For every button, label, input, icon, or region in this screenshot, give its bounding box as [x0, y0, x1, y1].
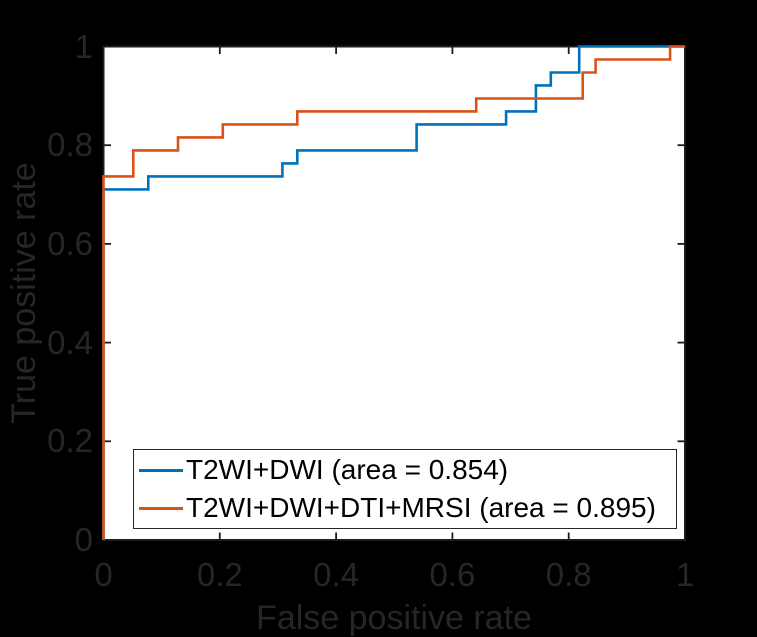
legend-item-1: T2WI+DWI (area = 0.854) [139, 451, 676, 489]
y-tick-label: 0.8 [47, 126, 93, 164]
y-axis-title: True positive rate [5, 162, 43, 424]
legend-item-2: T2WI+DWI+DTI+MRSI (area = 0.895) [139, 489, 676, 527]
x-axis-title: False positive rate [256, 599, 532, 637]
y-tick-label: 0.2 [47, 422, 93, 460]
x-tick-label: 1 [675, 556, 695, 593]
y-tick-label: 0 [74, 521, 93, 558]
roc-curves [102, 45, 685, 540]
legend-label-1: T2WI+DWI (area = 0.854) [186, 454, 509, 485]
y-tick-label: 0.4 [47, 323, 93, 361]
roc-curve-1 [102, 45, 685, 540]
legend-line-sample-blue [139, 468, 183, 472]
x-tick-label: 0.2 [196, 556, 243, 593]
x-tick-label: 0 [94, 556, 113, 593]
roc-curve-2 [102, 45, 685, 540]
legend-line-sample-orange [139, 506, 183, 510]
x-tick-label: 0.4 [313, 556, 360, 593]
y-tick-label: 1 [74, 27, 93, 65]
y-tick-label: 0.6 [47, 224, 93, 262]
legend: T2WI+DWI (area = 0.854) T2WI+DWI+DTI+MRS… [133, 449, 677, 529]
x-tick-label: 0.6 [429, 556, 476, 593]
x-tick-label: 0.8 [545, 556, 592, 593]
legend-label-2: T2WI+DWI+DTI+MRSI (area = 0.895) [186, 492, 656, 523]
